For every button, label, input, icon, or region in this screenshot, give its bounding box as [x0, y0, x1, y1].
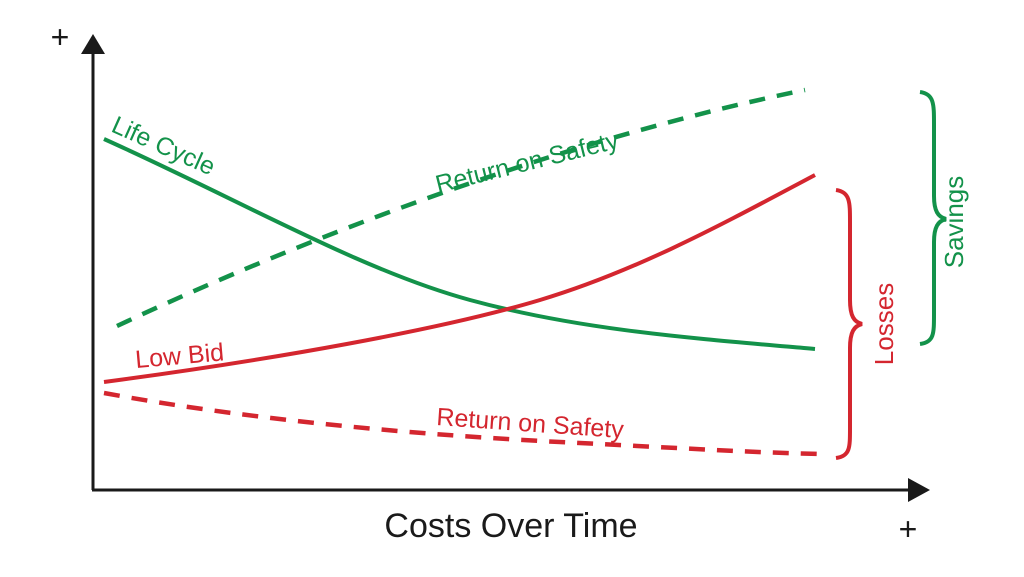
y-axis-plus: + — [51, 19, 70, 55]
x-axis-title: Costs Over Time — [384, 507, 637, 545]
return-on-safety-upper-line — [116, 87, 806, 329]
y-axis-arrow — [81, 34, 105, 54]
low-bid-line — [103, 173, 816, 384]
life-cycle-label: Life Cycle — [108, 111, 220, 181]
x-axis-plus: + — [899, 511, 918, 547]
return-on-safety-lower-line — [103, 390, 821, 457]
losses-brace — [835, 188, 863, 460]
life-cycle-line — [103, 137, 816, 351]
x-axis-arrow — [908, 478, 930, 502]
savings-label: Savings — [939, 176, 969, 269]
return-on-safety-lower-label: Return on Safety — [436, 403, 626, 444]
losses-label: Losses — [869, 283, 899, 365]
return-on-safety-upper-label: Return on Safety — [433, 126, 622, 199]
savings-brace — [919, 90, 947, 346]
